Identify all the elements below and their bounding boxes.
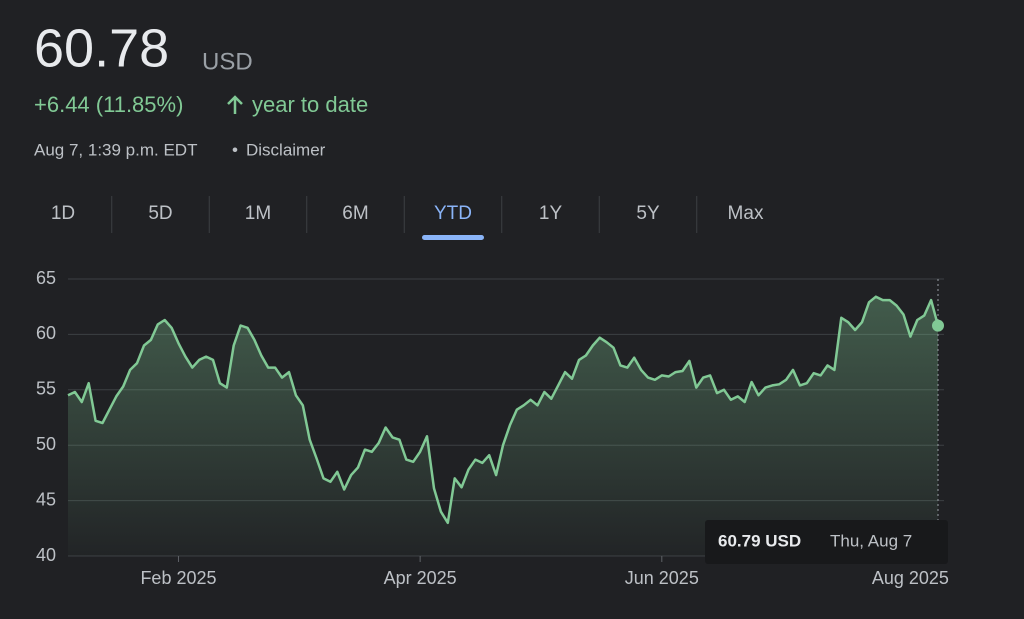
tab[interactable]: 5D: [148, 203, 172, 224]
timestamp: Aug 7, 1:39 p.m. EDT: [34, 140, 197, 159]
price-line: [67, 295, 940, 525]
currency: USD: [202, 48, 253, 75]
y-tick-label: 55: [36, 379, 56, 399]
bullet: •: [232, 140, 238, 159]
tab[interactable]: 5Y: [636, 203, 660, 224]
y-tick-label: 65: [36, 268, 56, 288]
tab[interactable]: 1Y: [539, 203, 563, 224]
tabs: 1D 5D 1M 6M YTD 1Y 5Y Max: [51, 196, 764, 240]
x-tick-label: Feb 2025: [140, 568, 216, 588]
x-tick-label: Aug 2025: [872, 568, 949, 588]
x-tick-label: Apr 2025: [384, 568, 457, 588]
tab-indicator: [422, 235, 484, 240]
period: year to date: [252, 92, 368, 117]
y-tick-label: 40: [36, 545, 56, 565]
plot: 40 45 50 55 60 65 Feb 2025 Apr 2025 Jun 2025 Aug …: [36, 268, 949, 588]
disclaimer[interactable]: Disclaimer: [246, 140, 326, 159]
area: [68, 296, 938, 556]
change: +6.44 (11.85%): [34, 92, 183, 117]
price: 60.78: [34, 18, 169, 78]
y-tick-label: 45: [36, 489, 56, 509]
tab[interactable]: Max: [728, 203, 764, 224]
x-tick-label: Jun 2025: [625, 568, 699, 588]
y-tick-label: 60: [36, 323, 56, 343]
y-tick-label: 50: [36, 434, 56, 454]
hover-dot: [932, 319, 944, 332]
tooltip: [705, 520, 948, 564]
tooltip-date: Thu, Aug 7: [830, 531, 912, 550]
up-arrow: [227, 95, 243, 114]
tooltip-value: 60.79 USD: [718, 531, 801, 550]
tab[interactable]: 6M: [342, 203, 368, 224]
tab[interactable]: YTD: [434, 203, 472, 224]
tab[interactable]: 1D: [51, 203, 75, 224]
tab[interactable]: 1M: [245, 203, 271, 224]
